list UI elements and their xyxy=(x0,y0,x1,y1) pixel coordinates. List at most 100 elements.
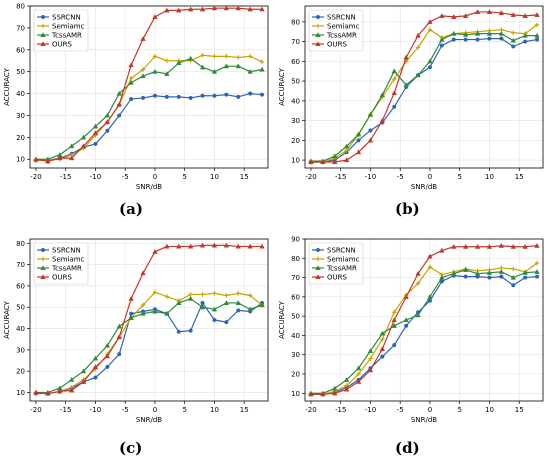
data-point xyxy=(224,320,229,325)
y-tick-label: 30 xyxy=(16,346,25,354)
data-point xyxy=(510,243,516,249)
data-point xyxy=(176,243,182,249)
data-point xyxy=(259,6,265,12)
y-tick-label: 50 xyxy=(16,304,25,312)
data-point xyxy=(93,375,98,380)
data-point xyxy=(68,155,75,161)
data-point xyxy=(164,310,170,316)
y-tick-label: 60 xyxy=(291,293,300,301)
data-point xyxy=(522,32,528,38)
data-point xyxy=(523,275,528,280)
x-tick-label: 0 xyxy=(153,406,157,414)
data-point xyxy=(188,95,193,100)
data-point xyxy=(462,31,469,37)
series-line-tcssamr xyxy=(35,57,263,160)
data-point xyxy=(116,90,122,96)
x-tick-label: -20 xyxy=(305,406,316,414)
data-point xyxy=(260,92,265,97)
data-point xyxy=(498,242,505,248)
x-axis-title: SNR/dB xyxy=(411,183,437,191)
data-point xyxy=(332,153,338,159)
data-point xyxy=(129,311,134,316)
data-point xyxy=(511,44,516,49)
data-point xyxy=(315,265,321,271)
data-point xyxy=(510,30,516,35)
y-tick-label: 80 xyxy=(291,255,300,263)
data-point xyxy=(380,336,385,342)
y-tick-label: 30 xyxy=(291,117,300,125)
data-point xyxy=(164,294,170,299)
data-point xyxy=(522,13,528,18)
chart-d-svg: -20 -15 -10 -5 0 5 10 15 10 20 30 40 50 60 70 80 90 SNR/d… xyxy=(278,236,544,424)
y-tick-label: 30 xyxy=(16,112,25,120)
x-tick-label: -5 xyxy=(397,406,404,414)
data-point xyxy=(463,37,468,42)
data-point xyxy=(68,376,75,382)
data-point xyxy=(164,58,170,64)
data-point xyxy=(128,295,134,301)
data-point xyxy=(117,352,122,357)
data-point xyxy=(80,143,87,149)
data-point xyxy=(259,59,265,65)
data-point xyxy=(510,37,516,43)
x-tick-label: 10 xyxy=(210,406,219,414)
x-tick-label: -15 xyxy=(60,406,71,414)
data-point xyxy=(403,82,409,88)
data-point xyxy=(176,94,181,99)
series-line-ours xyxy=(35,7,263,163)
data-point xyxy=(40,14,46,20)
chart-c-svg: -20 -15 -10 -5 0 5 10 15 10 20 30 40 50 60 70 80 SNR/dB A… xyxy=(3,238,269,424)
data-point xyxy=(498,268,505,274)
data-point xyxy=(404,323,409,328)
legend-box xyxy=(308,242,364,285)
data-point xyxy=(344,147,349,153)
data-point xyxy=(439,43,444,48)
y-tick-label: 10 xyxy=(291,390,300,398)
data-point xyxy=(176,329,181,334)
data-point xyxy=(427,27,433,33)
legend-box xyxy=(33,242,89,285)
legend-label: SSRCNN xyxy=(52,14,81,22)
data-point xyxy=(486,9,493,14)
chart-panel-c: -20 -15 -10 -5 0 5 10 15 10 20 30 40 50 60 70 80 SNR/dB A… xyxy=(0,233,275,466)
data-point xyxy=(247,306,253,312)
data-point xyxy=(463,274,468,279)
x-tick-label: -15 xyxy=(60,173,71,181)
legend-label: TcssAMR xyxy=(326,32,357,40)
data-point xyxy=(140,67,146,72)
data-point xyxy=(367,111,374,117)
x-tick-label: 15 xyxy=(515,406,524,414)
data-point xyxy=(415,32,421,38)
data-point xyxy=(355,378,362,384)
data-point xyxy=(451,37,456,42)
x-tick-label: -10 xyxy=(365,173,376,181)
data-point xyxy=(356,371,361,377)
y-tick-label: 90 xyxy=(291,236,300,244)
data-point xyxy=(415,45,421,50)
data-point xyxy=(164,243,170,249)
data-point xyxy=(259,243,265,249)
data-point xyxy=(152,93,157,98)
data-point xyxy=(391,322,397,328)
data-point xyxy=(40,32,46,38)
legend-label: TcssAMR xyxy=(326,265,357,273)
data-point xyxy=(128,75,134,81)
data-point xyxy=(391,68,397,74)
data-point xyxy=(45,158,51,164)
data-point xyxy=(259,66,265,72)
data-point xyxy=(152,289,158,295)
data-point xyxy=(116,323,122,329)
y-tick-label: 70 xyxy=(16,261,25,269)
y-tick-label: 60 xyxy=(16,282,25,290)
data-point xyxy=(451,30,457,36)
data-point xyxy=(200,300,205,305)
data-point xyxy=(235,291,241,296)
data-point xyxy=(247,6,253,12)
data-point xyxy=(224,293,229,298)
data-point xyxy=(141,95,146,100)
data-point xyxy=(140,310,146,316)
data-point xyxy=(486,30,493,36)
data-point xyxy=(403,317,409,323)
data-point xyxy=(486,269,493,275)
